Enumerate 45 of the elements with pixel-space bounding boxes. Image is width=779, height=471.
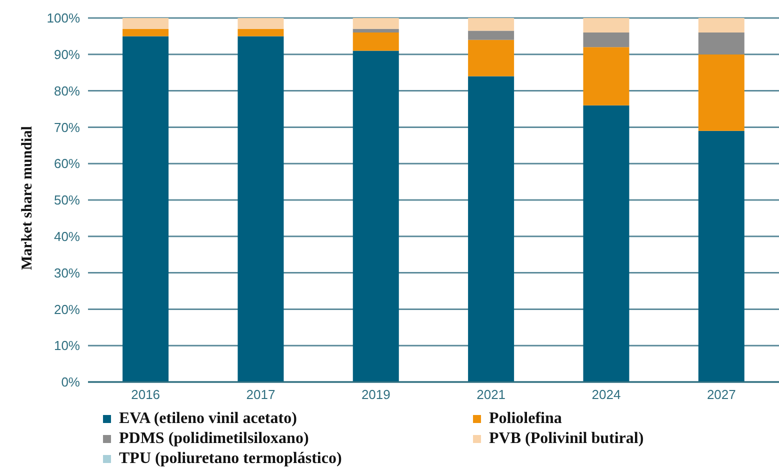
- bar: [122, 36, 169, 382]
- bar: [468, 30, 514, 40]
- bar: [238, 36, 284, 382]
- bar: [122, 18, 169, 29]
- y-tick-label: 30%: [54, 265, 80, 280]
- legend-label: TPU (poliuretano termoplástico): [119, 450, 342, 468]
- bar: [583, 18, 630, 33]
- x-tick-label: 2021: [476, 387, 506, 402]
- y-tick-label: 60%: [54, 156, 80, 172]
- y-tick-label: 90%: [54, 47, 80, 62]
- y-axis-title: Market share mundial: [19, 126, 36, 270]
- bar: [468, 76, 514, 382]
- bar: [583, 105, 630, 382]
- bar: [468, 18, 514, 31]
- y-tick-label: 80%: [54, 83, 80, 98]
- x-tick-label: 2017: [246, 387, 276, 402]
- bar: [698, 54, 744, 131]
- x-tick-label: 2019: [361, 387, 390, 402]
- y-tick-label: 10%: [54, 338, 80, 354]
- x-tick-label: 2027: [706, 387, 736, 402]
- bar: [583, 47, 630, 106]
- bar: [238, 28, 284, 36]
- y-tick-label: 20%: [54, 302, 80, 317]
- y-tick-label: 70%: [54, 120, 80, 135]
- x-tick-label: 2024: [592, 387, 621, 402]
- bar: [698, 32, 744, 54]
- bar: [352, 50, 399, 382]
- y-tick-label: 100%: [46, 10, 80, 26]
- y-tick-label: 0%: [61, 374, 80, 390]
- y-tick-label: 50%: [54, 192, 80, 208]
- bar: [352, 32, 399, 51]
- legend-label: EVA (etileno vinil acetato): [119, 410, 297, 428]
- bar: [352, 28, 399, 33]
- legend-label: PDMS (polidimetilsiloxano): [119, 430, 309, 448]
- legend-label: Poliolefina: [489, 410, 562, 428]
- bar: [698, 18, 744, 33]
- legend-label: PVB (Polivinil butiral): [489, 430, 644, 448]
- bar: [238, 18, 284, 29]
- bar: [122, 28, 169, 36]
- bar: [352, 18, 399, 29]
- bar: [583, 32, 630, 48]
- bar: [698, 130, 744, 382]
- x-tick-label: 2016: [131, 387, 160, 402]
- y-tick-label: 40%: [54, 229, 80, 244]
- bar: [468, 40, 514, 76]
